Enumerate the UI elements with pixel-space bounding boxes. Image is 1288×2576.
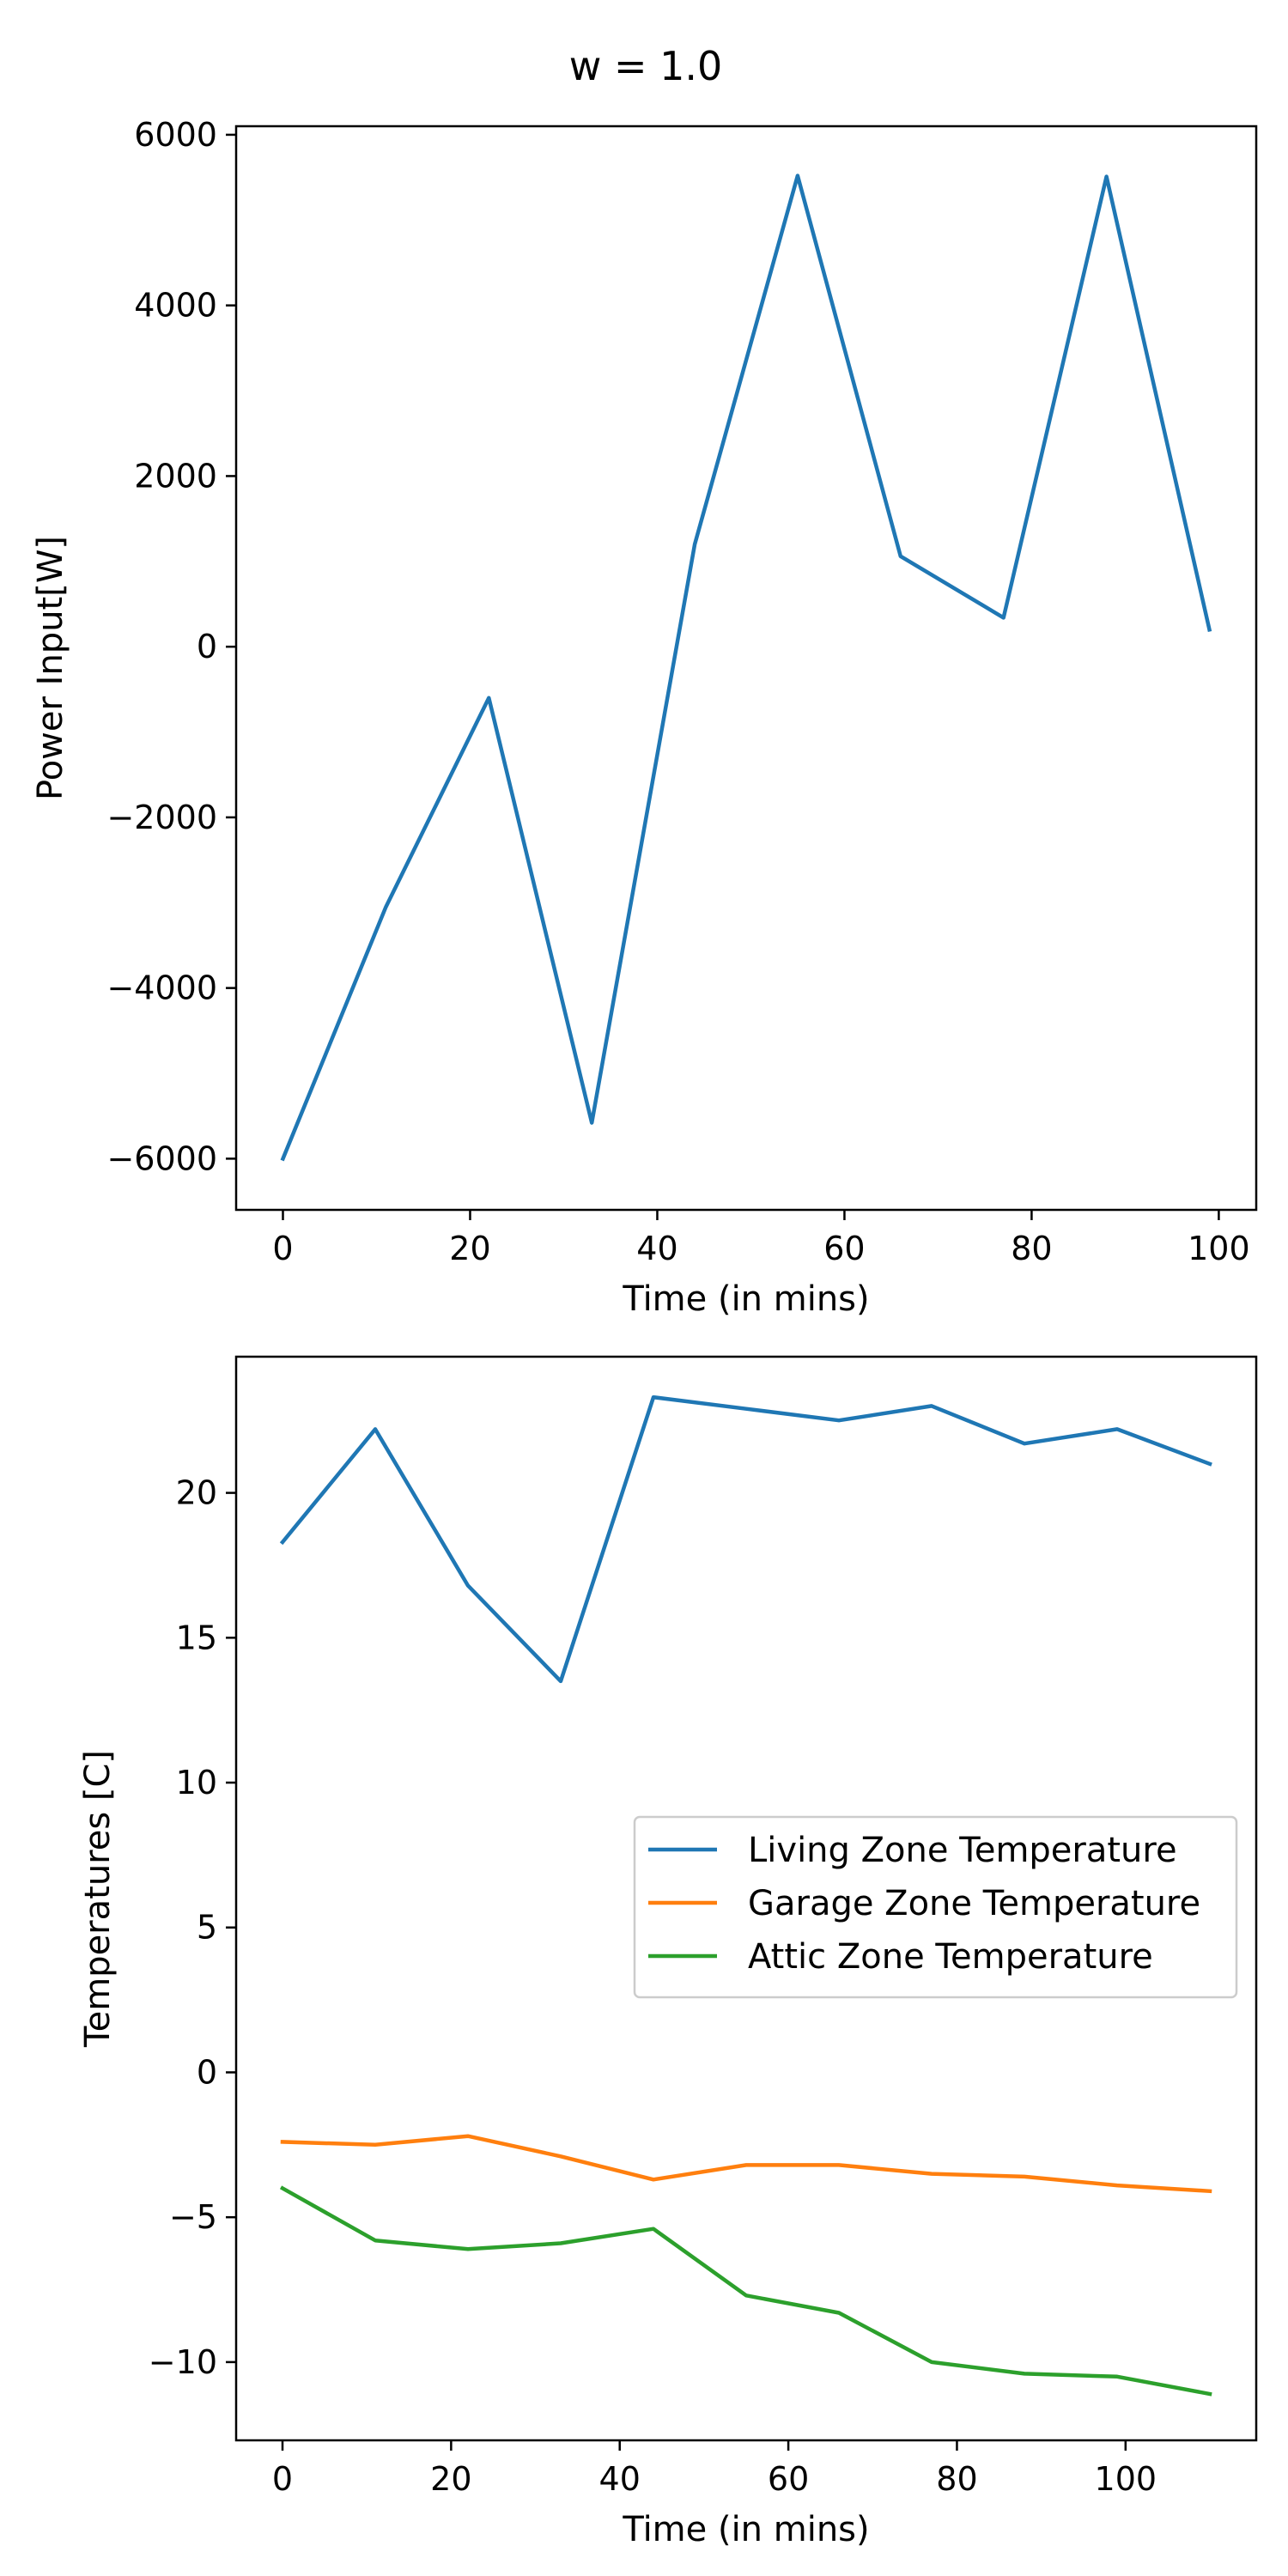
y-tick-label: −4000 xyxy=(106,969,217,1007)
legend-label: Garage Zone Temperature xyxy=(748,1884,1200,1923)
y-tick-label: −6000 xyxy=(106,1139,217,1177)
x-tick-label: 20 xyxy=(430,2460,471,2498)
x-tick-label: 0 xyxy=(272,1230,293,1267)
x-tick-label: 0 xyxy=(272,2460,293,2498)
legend-label: Living Zone Temperature xyxy=(748,1831,1177,1870)
y-tick-label: 10 xyxy=(176,1764,217,1801)
y-axis-label: Power Input[W] xyxy=(31,536,70,800)
x-tick-label: 40 xyxy=(636,1230,677,1267)
x-tick-label: 100 xyxy=(1188,1230,1250,1267)
x-axis-label: Time (in mins) xyxy=(622,2510,869,2549)
axes-frame xyxy=(234,1355,1258,2442)
y-tick-label: 2000 xyxy=(134,457,217,495)
x-tick-label: 80 xyxy=(936,2460,977,2498)
y-tick-label: 4000 xyxy=(134,287,217,325)
series-line-2 xyxy=(280,2134,1212,2194)
y-tick-label: −5 xyxy=(169,2198,217,2236)
x-tick-label: 100 xyxy=(1095,2460,1157,2498)
x-axis-label: Time (in mins) xyxy=(622,1279,869,1319)
y-tick-label: −10 xyxy=(149,2343,217,2381)
y-tick-label: 20 xyxy=(176,1474,217,1512)
y-tick-label: 5 xyxy=(197,1909,217,1947)
chart-2: 0 20 40 60 80 100 −10 −5 0 5 10 15 20 Time (in mins) T… xyxy=(78,1355,1258,2549)
x-tick-label: 80 xyxy=(1011,1230,1052,1267)
y-tick-label: 0 xyxy=(197,2053,217,2091)
x-tick-label: 60 xyxy=(768,2460,809,2498)
series-line-1 xyxy=(279,1394,1212,1684)
chart-1: 0 20 40 60 80 100 −6000 −4000 −2000 0 2000 4000 6000… xyxy=(31,116,1258,1319)
plots-group: 0 20 40 60 80 100−6000−4000−20000200040006000… xyxy=(31,116,1258,2549)
x-tick-label: 40 xyxy=(599,2460,641,2498)
y-axis-label: Temperatures [C] xyxy=(78,1750,118,2048)
axes-frame xyxy=(234,125,1258,1212)
legend-box xyxy=(633,1815,1238,1999)
series-line-3 xyxy=(279,2185,1212,2397)
y-tick-label: 15 xyxy=(176,1619,217,1656)
legend-label: Attic Zone Temperature xyxy=(748,1937,1153,1977)
series-line-1 xyxy=(280,173,1212,1162)
y-tick-label: 6000 xyxy=(134,116,217,154)
x-tick-label: 20 xyxy=(449,1230,490,1267)
figure-suptitle: w = 1.0 xyxy=(569,43,723,89)
x-tick-label: 60 xyxy=(823,1230,865,1267)
y-tick-label: −2000 xyxy=(106,799,217,836)
y-tick-label: 0 xyxy=(197,628,217,665)
legend: Living Zone Temperature Garage Zone Tempe… xyxy=(633,1815,1238,1999)
